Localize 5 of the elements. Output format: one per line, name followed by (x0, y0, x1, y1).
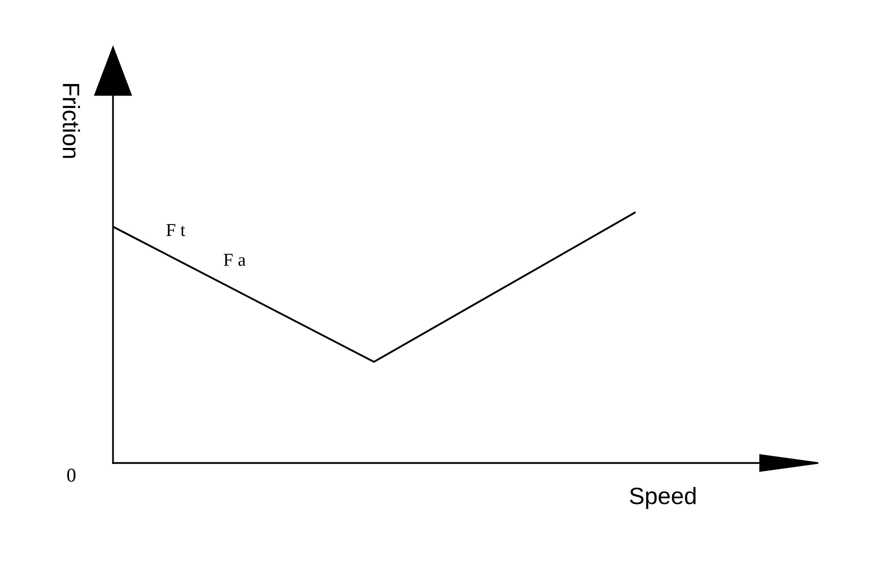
text: 0 (67, 468, 76, 482)
annotation: F t (166, 224, 186, 236)
annotation: F a (224, 254, 246, 266)
y-axis-title: Friction (62, 84, 80, 158)
x-axis-title: Speed (630, 486, 696, 509)
